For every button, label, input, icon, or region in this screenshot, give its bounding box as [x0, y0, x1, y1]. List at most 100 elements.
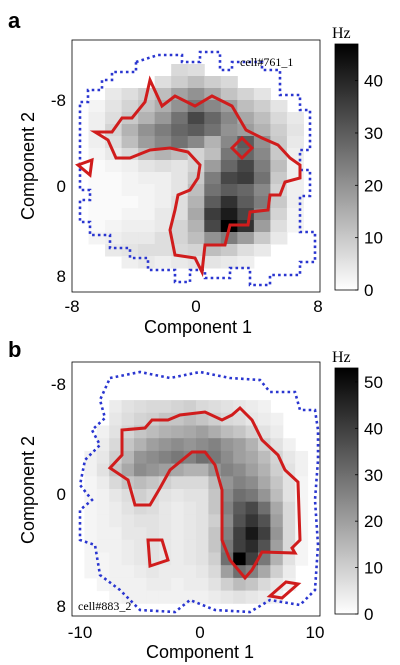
- panel-b-colorbar-tick-label: 10: [364, 559, 383, 578]
- panel-a-heat-cell: [154, 76, 172, 89]
- panel-b-heat-cell: [258, 590, 271, 604]
- panel-a-heat-cell: [154, 184, 172, 197]
- panel-b-heat-cell: [220, 438, 234, 452]
- panel-b-heat-cell: [109, 425, 123, 439]
- panel-b-heat-cell: [109, 450, 123, 465]
- panel-b-heat-cell: [295, 501, 309, 515]
- panel-b-heat-cell: [233, 501, 247, 515]
- panel-a-heat-cell: [237, 100, 255, 113]
- panel-b-heat-cell: [84, 527, 98, 541]
- panel-b-heat-cell: [158, 501, 172, 515]
- panel-b-heat-cell: [96, 489, 110, 503]
- panel-b-blue-dotted-contour: [78, 370, 320, 614]
- panel-b-heat-cell: [84, 489, 98, 503]
- panel-a-cell-label: cell#761_1: [240, 55, 293, 69]
- panel-a-heat-cell: [154, 160, 172, 173]
- panel-b-heat-cell: [220, 577, 234, 592]
- panel-b-heat-cell: [171, 489, 185, 503]
- panel-b-heat-cell: [146, 476, 160, 490]
- panel-b-heat-cell: [282, 438, 296, 452]
- panel-b-heat-cell: [134, 577, 147, 592]
- panel-a-letter: a: [8, 8, 21, 33]
- panel-b-heat-cell: [146, 425, 160, 439]
- panel-a-heat-cell: [154, 196, 172, 209]
- panel-a-heat-cell: [171, 76, 189, 89]
- panel-a-heat-cell: [237, 196, 255, 209]
- panel-a-heat-cell: [204, 244, 222, 257]
- panel-a-heat-cell: [204, 100, 222, 113]
- panel-b-heat-cell: [183, 514, 197, 528]
- panel-b-heat-cell: [208, 539, 222, 553]
- panel-b-ytick-0: 0: [57, 485, 66, 504]
- panel-b-heat-cell: [171, 527, 185, 541]
- panel-a-heat-cell: [270, 172, 288, 185]
- panel-b-heat-cell: [171, 552, 185, 566]
- panel-b-heat-cell: [183, 463, 197, 477]
- panel-b-heat-cell: [146, 565, 160, 579]
- panel-b-heat-cell: [220, 590, 234, 604]
- panel-b-heat-cell: [121, 514, 135, 528]
- panel-a-colorbar-tick-label: 0: [364, 281, 373, 300]
- panel-a-heat-cell: [204, 232, 222, 245]
- panel-b-heat-cell: [258, 527, 271, 541]
- panel-b-heat-cell: [270, 463, 284, 477]
- panel-b-heat-cell: [233, 425, 247, 439]
- panel-a-heat-cell: [237, 256, 255, 269]
- panel-b-heat-cell: [134, 539, 147, 553]
- panel-b-heat-cell: [258, 501, 271, 515]
- panel-b-heat-cell: [171, 514, 185, 528]
- panel-b-heat-cell: [146, 590, 160, 604]
- panel-b-heat-cell: [146, 577, 160, 592]
- panel-a-xtick-0: 0: [191, 297, 200, 316]
- panel-b-heat-cell: [282, 514, 296, 528]
- panel-b-heat-cell: [121, 539, 135, 553]
- panel-a-heat-cell: [220, 196, 238, 209]
- panel-a-heat-cell: [105, 208, 123, 221]
- panel-b-heat-cell: [220, 463, 234, 477]
- panel-a-heat-cell: [121, 256, 139, 269]
- panel-b-heat-cell: [245, 577, 259, 592]
- panel-b-heat-cell: [196, 527, 209, 541]
- panel-a-heat-cell: [121, 136, 139, 149]
- panel-a-heat-cell: [286, 124, 304, 137]
- panel-b-heat-cell: [134, 463, 147, 477]
- panel-b-heat-cell: [96, 552, 110, 566]
- panel-b-heat-cell: [196, 565, 209, 579]
- panel-a-xtick-8: 8: [313, 297, 322, 316]
- panel-a-heat-cell: [171, 136, 189, 149]
- panel-b-colorbar-ticks: 0 10 20 30 40 50: [355, 373, 383, 624]
- panel-b-heat-cell: [220, 400, 234, 414]
- panel-a-colorbar-tick-label: 30: [364, 124, 383, 143]
- panel-b-heat-cell: [109, 412, 123, 426]
- panel-a-heat-cell: [88, 220, 106, 233]
- panel-b-heat-cell: [245, 514, 259, 528]
- panel-a-heat-cell: [88, 136, 106, 149]
- panel-b-heat-cell: [245, 489, 259, 503]
- panel-a-heat-cell: [88, 112, 106, 125]
- panel-b-heat-cell: [270, 476, 284, 490]
- panel-a-heat-cell: [286, 136, 304, 149]
- panel-b-heat-cell: [220, 489, 234, 503]
- panel-b-heat-cell: [245, 400, 259, 414]
- panel-b-heat-cell: [245, 476, 259, 490]
- panel-a-heat-cell: [286, 196, 304, 209]
- panel-b-heat-cell: [295, 552, 309, 566]
- panel-b-heat-cell: [258, 450, 271, 465]
- panel-b-heat-cell: [96, 501, 110, 515]
- panel-a-heat-cell: [105, 184, 123, 197]
- panel-b-heat-cell: [233, 476, 247, 490]
- panel-b-letter: b: [8, 337, 21, 362]
- panel-b-heat-cell: [258, 412, 271, 426]
- panel-a-heat-cell: [187, 220, 205, 233]
- panel-b-heat-cell: [84, 476, 98, 490]
- panel-b-heat-cell: [208, 590, 222, 604]
- panel-b-heat-cell: [245, 463, 259, 477]
- panel-b-heat-cell: [158, 438, 172, 452]
- panel-b-heat-cell: [134, 476, 147, 490]
- panel-b-heat-cell: [208, 514, 222, 528]
- panel-b-heat-cell: [146, 527, 160, 541]
- panel-b-colorbar-tick-label: 0: [364, 605, 373, 624]
- panel-b-heat-cell: [270, 527, 284, 541]
- panel-b-heat-cell: [134, 514, 147, 528]
- panel-b-heat-cell: [282, 476, 296, 490]
